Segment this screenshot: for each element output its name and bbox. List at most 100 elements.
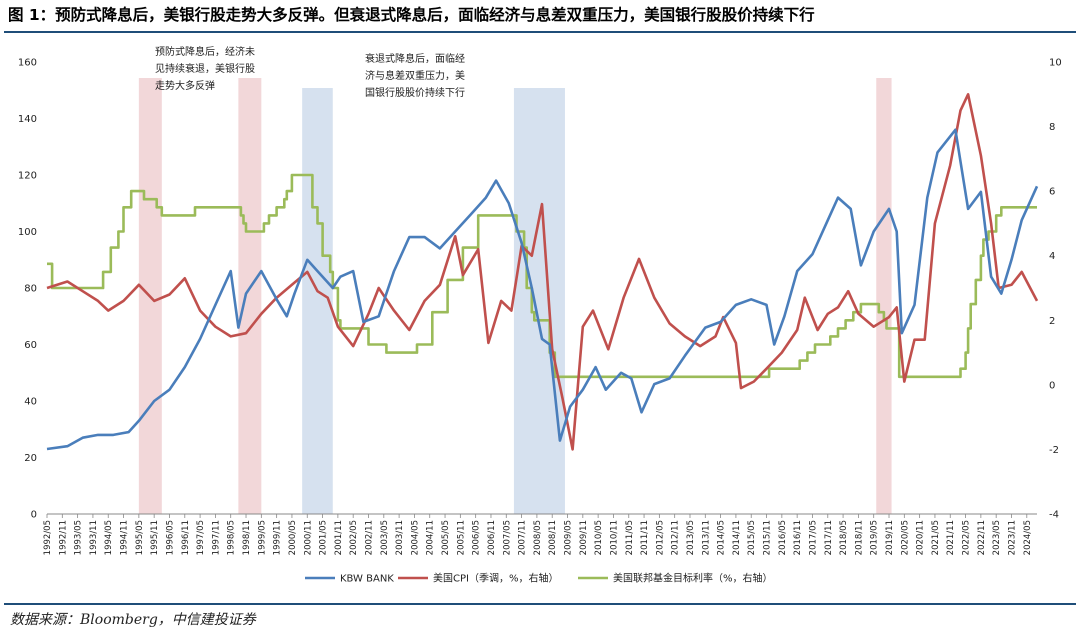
x-tick-label: 2016/11: [793, 520, 803, 555]
x-tick-label: 2007/11: [518, 520, 528, 555]
x-tick-label: 2020/11: [916, 520, 926, 555]
x-tick-label: 2012/11: [671, 520, 681, 555]
x-tick-label: 2006/11: [487, 520, 497, 555]
series-line-fed-funds-rate: [47, 173, 1037, 379]
x-tick-label: 1994/05: [104, 520, 114, 555]
y-left-tick-label: 100: [18, 227, 37, 238]
x-tick-label: 2008/11: [548, 520, 558, 555]
x-tick-label: 2017/11: [824, 520, 834, 555]
chart: 0 20 40 60 80 100 120 140 160 -4 -2 0 2 4 6 8 10 1992/05 1…: [18, 45, 1062, 585]
title-divider: [4, 31, 1076, 33]
x-tick-label: 2002/05: [349, 520, 359, 555]
x-tick-label: 1995/11: [150, 520, 160, 555]
y-right-tick-label: 2: [1049, 316, 1055, 327]
footer-divider: [4, 603, 1076, 605]
x-tick-label: 2001/11: [334, 520, 344, 555]
x-tick-label: 2005/11: [456, 520, 466, 555]
x-tick-label: 2008/05: [533, 520, 543, 555]
x-tick-label: 2013/11: [701, 520, 711, 555]
x-tick-label: 1998/05: [227, 520, 237, 555]
x-tick-label: 2011/11: [640, 520, 650, 555]
x-tick-label: 2004/11: [426, 520, 436, 555]
y-left-tick-label: 0: [31, 510, 37, 521]
y-right-tick-label: 10: [1049, 58, 1062, 69]
x-tick-label: 2000/05: [288, 520, 298, 555]
annotation-text: 济与息差双重压力，美: [365, 69, 465, 82]
x-tick-label: 2001/05: [319, 520, 329, 555]
x-tick-label: 1992/11: [58, 520, 68, 555]
y-left-tick-label: 60: [24, 340, 37, 351]
x-tick-label: 2000/11: [303, 520, 313, 555]
page-title: 图 1：预防式降息后，美银行股走势大多反弹。但衰退式降息后，面临经济与息差双重压…: [8, 6, 815, 24]
x-tick-label: 2021/11: [946, 520, 956, 555]
x-tick-label: 2010/11: [609, 520, 619, 555]
legend-label: 美国联邦基金目标利率（%，右轴）: [613, 572, 773, 585]
y-left-tick-label: 120: [18, 171, 37, 182]
x-tick-label: 1992/05: [43, 520, 53, 555]
y-left-tick-label: 20: [24, 453, 37, 464]
x-tick-label: 2013/05: [686, 520, 696, 555]
x-tick-label: 1996/11: [181, 520, 191, 555]
x-tick-label: 1993/11: [89, 520, 99, 555]
y-right-tick-label: 8: [1049, 122, 1055, 133]
x-tick-label: 1993/05: [74, 520, 84, 555]
x-tick-label: 1999/11: [273, 520, 283, 555]
y-right-tick-label: 6: [1049, 187, 1055, 198]
x-tick-label: 2015/11: [763, 520, 773, 555]
x-tick-label: 2011/05: [625, 520, 635, 555]
x-tick-label: 2016/05: [778, 520, 788, 555]
y-right-tick-label: 0: [1049, 380, 1055, 391]
x-tick-label: 1996/05: [165, 520, 175, 555]
x-tick-label: 2023/11: [1007, 520, 1017, 555]
x-tick-label: 2022/05: [962, 520, 972, 555]
annotation-text: 见持续衰退，美银行股: [155, 62, 255, 75]
annotation-text: 走势大多反弹: [155, 79, 215, 92]
source-note: 数据来源：Bloomberg，中信建投证券: [10, 612, 256, 628]
shaded-period-preventive: [238, 78, 262, 514]
x-tick-label: 2018/11: [854, 520, 864, 555]
y-right-tick-label: -4: [1049, 510, 1059, 521]
x-tick-label: 1997/11: [211, 520, 221, 555]
x-tick-label: 2022/11: [977, 520, 987, 555]
x-tick-label: 2020/05: [900, 520, 910, 555]
legend-label: KBW BANK: [340, 574, 394, 585]
x-tick-label: 2017/05: [808, 520, 818, 555]
y-left-tick-label: 40: [24, 397, 37, 408]
x-tick-label: 2005/05: [441, 520, 451, 555]
x-tick-label: 1998/11: [242, 520, 252, 555]
series-line-kbw-bank: [46, 128, 1039, 451]
annotation-text: 预防式降息后，经济未: [155, 45, 255, 58]
x-tick-label: 2006/05: [472, 520, 482, 555]
x-tick-label: 2019/11: [885, 520, 895, 555]
x-tick-label: 2014/11: [732, 520, 742, 555]
legend: KBW BANK 美国CPI（季调，%，右轴） 美国联邦基金目标利率（%，右轴）: [305, 572, 773, 585]
x-tick-label: 2015/05: [747, 520, 757, 555]
x-tick-label: 2010/05: [594, 520, 604, 555]
y-left-tick-label: 80: [24, 284, 37, 295]
x-tick-label: 2002/11: [364, 520, 374, 555]
x-tick-label: 2014/05: [717, 520, 727, 555]
series-lines: [46, 93, 1039, 451]
shaded-period-recession: [513, 88, 565, 514]
x-tick-label: 2003/05: [380, 520, 390, 555]
x-tick-label: 2003/11: [395, 520, 405, 555]
x-tick-label: 2009/11: [579, 520, 589, 555]
y-left-tick-label: 160: [18, 58, 37, 69]
series-line-us-cpi: [46, 93, 1039, 451]
x-tick-label: 2021/05: [931, 520, 941, 555]
x-tick-label: 2023/05: [992, 520, 1002, 555]
y-right-tick-label: -2: [1049, 445, 1059, 456]
axes: 0 20 40 60 80 100 120 140 160 -4 -2 0 2 4 6 8 10 1992/05 1…: [18, 58, 1062, 556]
x-tick-label: 2024/05: [1023, 520, 1033, 555]
x-tick-label: 2009/05: [564, 520, 574, 555]
annotation-text: 国银行股股价持续下行: [365, 86, 465, 99]
x-tick-label: 2012/05: [655, 520, 665, 555]
y-left-tick-label: 140: [18, 114, 37, 125]
legend-label: 美国CPI（季调，%，右轴）: [433, 572, 558, 585]
x-tick-label: 2018/05: [839, 520, 849, 555]
x-tick-label: 1999/05: [257, 520, 267, 555]
shaded-period-preventive: [876, 78, 892, 514]
y-right-tick-label: 4: [1049, 251, 1055, 262]
x-tick-label: 2019/05: [870, 520, 880, 555]
